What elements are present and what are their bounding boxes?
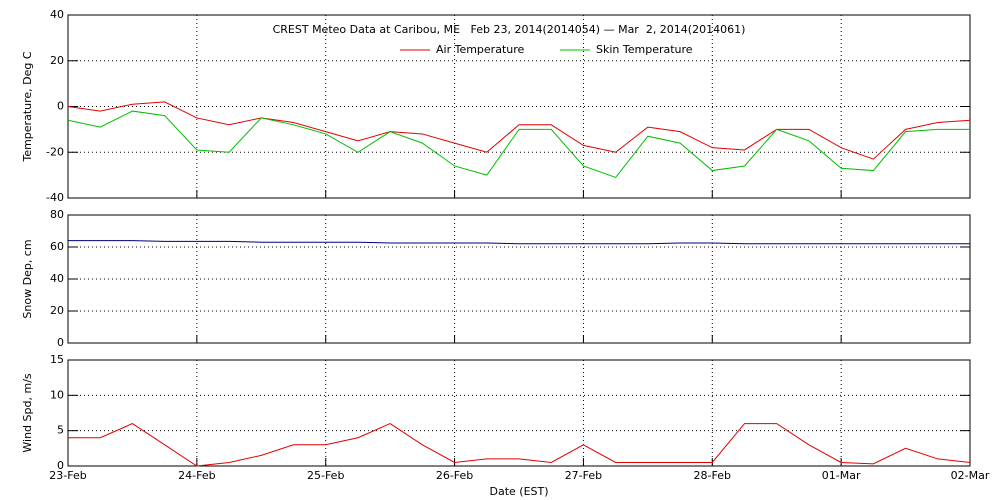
y-tick-label: 60 xyxy=(50,240,64,253)
y-tick-label: -20 xyxy=(46,145,64,158)
x-tick-label: 28-Feb xyxy=(694,469,731,482)
y-axis-label: Temperature, Deg C xyxy=(21,51,34,162)
y-tick-label: 15 xyxy=(50,353,64,366)
y-tick-label: 20 xyxy=(50,304,64,317)
x-axis-label: Date (EST) xyxy=(489,485,548,498)
y-tick-label: 80 xyxy=(50,208,64,221)
y-tick-label: 20 xyxy=(50,54,64,67)
y-tick-label: 0 xyxy=(57,336,64,349)
y-tick-label: 0 xyxy=(57,459,64,472)
x-tick-label: 26-Feb xyxy=(436,469,473,482)
y-axis-label: Wind Spd, m/s xyxy=(21,373,34,453)
y-axis-label: Snow Dep, cm xyxy=(21,239,34,318)
x-tick-label: 24-Feb xyxy=(178,469,215,482)
chart-title: CREST Meteo Data at Caribou, ME Feb 23, … xyxy=(273,23,746,36)
x-tick-label: 25-Feb xyxy=(307,469,344,482)
legend-label: Air Temperature xyxy=(436,43,525,56)
x-tick-label: 27-Feb xyxy=(565,469,602,482)
legend-label: Skin Temperature xyxy=(596,43,693,56)
series-line xyxy=(67,101,971,160)
y-tick-label: 5 xyxy=(57,424,64,437)
y-tick-label: 40 xyxy=(50,272,64,285)
series-line xyxy=(68,240,970,245)
plot-frame xyxy=(67,214,971,344)
x-tick-label: 02-Mar xyxy=(951,469,990,482)
series-line xyxy=(67,110,970,179)
y-tick-label: 0 xyxy=(57,100,64,113)
x-tick-label: 01-Mar xyxy=(822,469,861,482)
x-tick-label: 23-Feb xyxy=(49,469,86,482)
y-tick-label: 10 xyxy=(50,388,64,401)
plot-frame xyxy=(67,359,971,467)
y-tick-label: -40 xyxy=(46,191,64,204)
series-line xyxy=(68,423,971,467)
y-tick-label: 40 xyxy=(50,8,64,21)
